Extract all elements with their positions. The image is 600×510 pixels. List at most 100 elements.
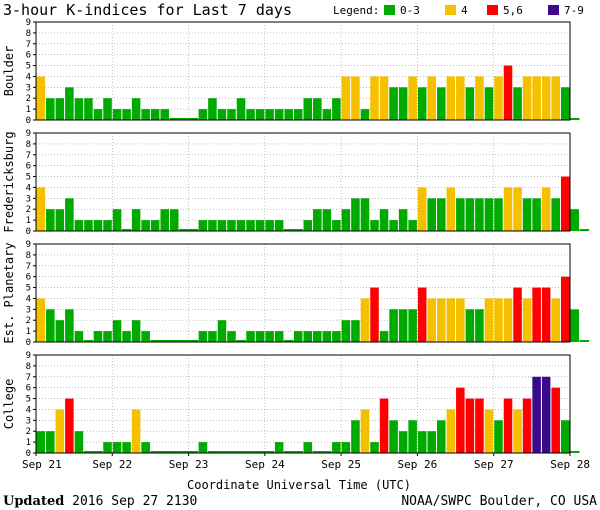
bar-zero: [570, 451, 580, 453]
legend-swatch-high: [487, 5, 498, 15]
bar: [56, 209, 65, 231]
y-tick-label: 1: [26, 327, 31, 337]
bar: [275, 331, 284, 342]
y-tick-label: 9: [26, 129, 31, 139]
legend-swatch-mid: [445, 5, 456, 15]
bar: [551, 76, 560, 120]
bar: [361, 298, 370, 342]
x-tick-label: Sep 22: [92, 458, 132, 471]
bar: [466, 309, 475, 342]
y-tick-label: 7: [26, 151, 31, 161]
bar: [408, 309, 417, 342]
bar: [494, 76, 503, 120]
bar: [237, 98, 246, 120]
bar: [46, 209, 55, 231]
bar: [542, 288, 551, 342]
bar: [65, 87, 74, 120]
y-tick-label: 2: [26, 94, 31, 104]
bar: [141, 331, 150, 342]
bar: [46, 431, 55, 453]
y-tick-label: 7: [26, 373, 31, 383]
bar: [246, 109, 255, 120]
legend-item-low: 0-3: [400, 4, 420, 17]
y-tick-label: 4: [26, 183, 31, 193]
bar: [56, 409, 65, 453]
bar: [494, 420, 503, 453]
bar: [523, 399, 532, 453]
x-tick-label: Sep 28: [550, 458, 590, 471]
bar: [84, 98, 93, 120]
bar: [418, 288, 427, 342]
bar: [542, 187, 551, 231]
bar: [122, 442, 131, 453]
x-tick-label: Sep 26: [398, 458, 438, 471]
bar: [485, 87, 494, 120]
bar: [456, 76, 465, 120]
bar: [370, 76, 379, 120]
bar: [551, 298, 560, 342]
bar: [46, 309, 55, 342]
bar: [361, 198, 370, 231]
bar: [475, 76, 484, 120]
bar: [513, 409, 522, 453]
bar: [513, 87, 522, 120]
bar: [418, 431, 427, 453]
bar: [542, 76, 551, 120]
bar: [323, 109, 332, 120]
bar: [218, 109, 227, 120]
bar: [437, 87, 446, 120]
x-tick-label: Sep 23: [169, 458, 209, 471]
bar: [332, 98, 341, 120]
bar: [56, 98, 65, 120]
bar: [523, 76, 532, 120]
bar: [113, 109, 122, 120]
bar: [141, 109, 150, 120]
bar: [65, 399, 74, 453]
bar: [561, 420, 570, 453]
bar: [75, 220, 84, 231]
bar: [199, 442, 208, 453]
bar: [304, 331, 313, 342]
bar: [75, 98, 84, 120]
bar: [56, 320, 65, 342]
bar: [380, 399, 389, 453]
bar: [160, 109, 169, 120]
bar: [361, 109, 370, 120]
bar: [389, 220, 398, 231]
legend-label: Legend:: [333, 4, 379, 17]
bar: [275, 220, 284, 231]
bar: [218, 320, 227, 342]
footer-updated-value: 2016 Sep 27 2130: [72, 494, 197, 509]
bar: [256, 109, 265, 120]
bar: [437, 298, 446, 342]
y-tick-label: 8: [26, 140, 31, 150]
bar: [475, 198, 484, 231]
bar: [447, 409, 456, 453]
bar: [399, 309, 408, 342]
bar: [246, 220, 255, 231]
bar: [304, 442, 313, 453]
legend-swatch-low: [384, 5, 395, 15]
panel-3: 0123456789College: [2, 351, 580, 459]
bar: [94, 220, 103, 231]
bar: [456, 388, 465, 453]
y-tick-label: 5: [26, 62, 31, 72]
x-axis-label: Coordinate Universal Time (UTC): [187, 478, 411, 492]
bar: [304, 220, 313, 231]
bar: [151, 220, 160, 231]
y-tick-label: 6: [26, 384, 31, 394]
bar: [323, 209, 332, 231]
x-axis-ticks: Sep 21 Sep 22 Sep 23 Sep 24 Sep 25 Sep 26 Sep …: [22, 453, 590, 471]
y-tick-label: 3: [26, 83, 31, 93]
y-tick-label: 8: [26, 29, 31, 39]
bar-zero: [580, 229, 590, 231]
bar: [523, 298, 532, 342]
y-tick-label: 8: [26, 251, 31, 261]
bar: [532, 198, 541, 231]
y-tick-label: 7: [26, 40, 31, 50]
bar: [370, 288, 379, 342]
bar: [504, 298, 513, 342]
bar: [523, 198, 532, 231]
bar: [504, 187, 513, 231]
